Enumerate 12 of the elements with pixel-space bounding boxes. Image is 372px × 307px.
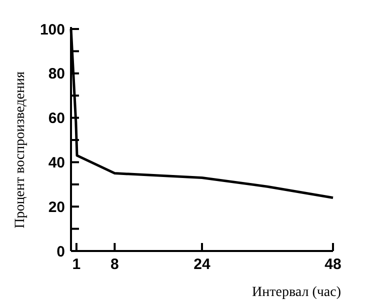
y-tick-label: 20	[48, 198, 65, 216]
x-tick-label: 48	[324, 256, 342, 273]
x-tick-label: 1	[72, 256, 81, 273]
y-tick-label: 0	[56, 243, 65, 260]
x-tick-label: 8	[110, 256, 119, 273]
y-tick-label: 100	[40, 21, 65, 38]
y-axis-title: Процент воспроизведения	[13, 71, 28, 228]
x-axis-title: Интервал (час)	[252, 285, 342, 300]
y-tick-label: 80	[48, 66, 65, 83]
y-tick-label: 40	[48, 154, 65, 172]
y-tick-label: 60	[48, 110, 65, 128]
x-tick-label: 24	[194, 256, 211, 273]
